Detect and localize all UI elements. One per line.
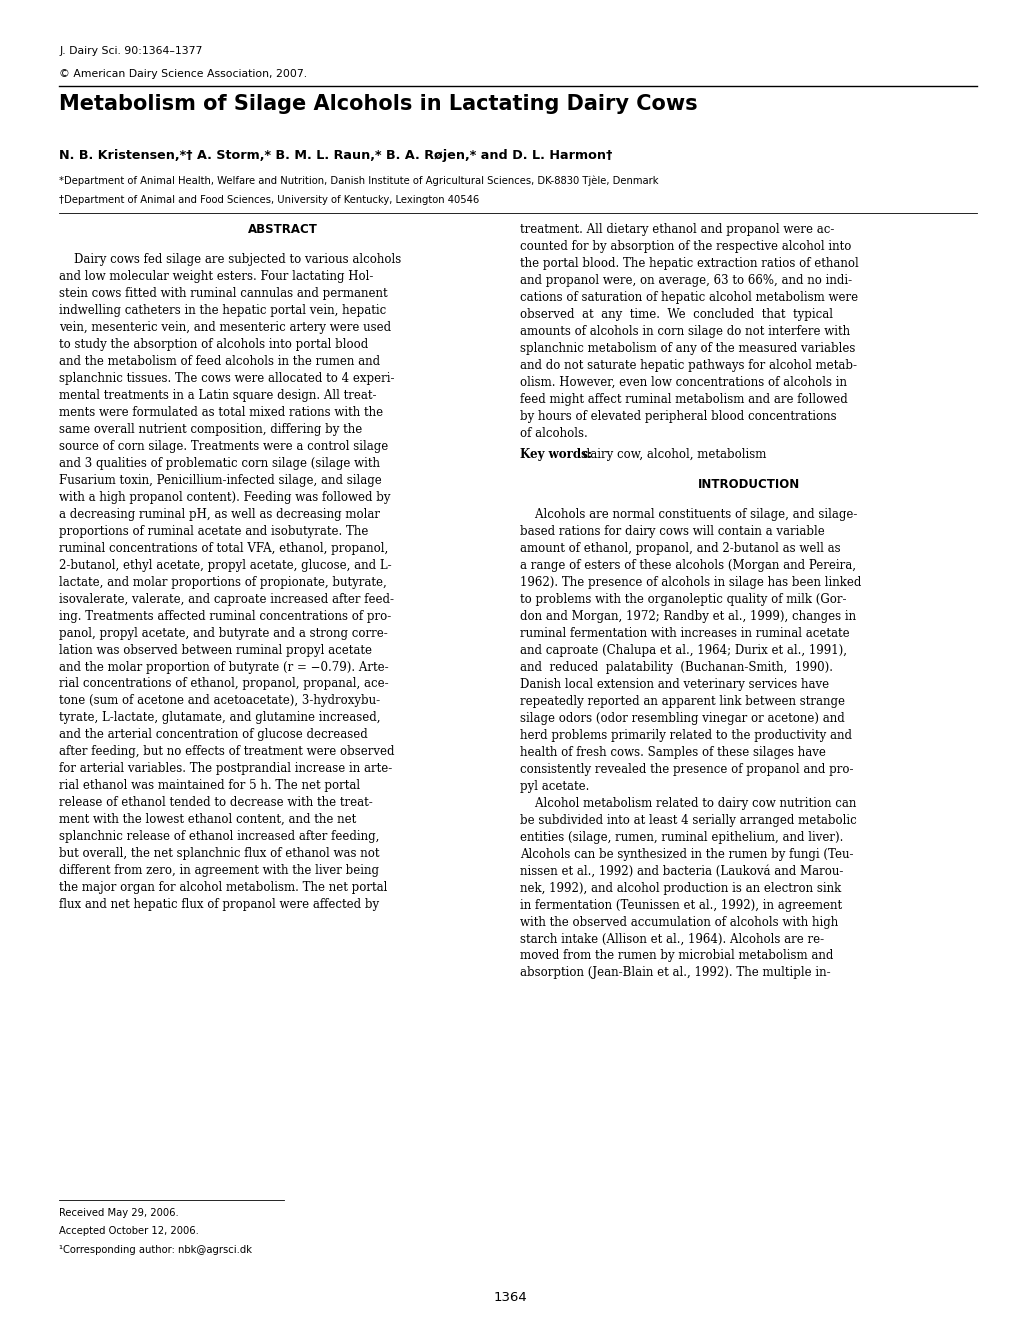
Text: to study the absorption of alcohols into portal blood: to study the absorption of alcohols into… — [59, 338, 368, 351]
Text: ing. Treatments affected ruminal concentrations of pro-: ing. Treatments affected ruminal concent… — [59, 610, 391, 623]
Text: and caproate (Chalupa et al., 1964; Durix et al., 1991),: and caproate (Chalupa et al., 1964; Duri… — [520, 644, 847, 657]
Text: repeatedly reported an apparent link between strange: repeatedly reported an apparent link bet… — [520, 696, 845, 708]
Text: entities (silage, rumen, ruminal epithelium, and liver).: entities (silage, rumen, ruminal epithel… — [520, 830, 843, 843]
Text: of alcohols.: of alcohols. — [520, 426, 587, 440]
Text: amounts of alcohols in corn silage do not interfere with: amounts of alcohols in corn silage do no… — [520, 325, 850, 338]
Text: based rations for dairy cows will contain a variable: based rations for dairy cows will contai… — [520, 525, 824, 539]
Text: Alcohols are normal constituents of silage, and silage-: Alcohols are normal constituents of sila… — [520, 508, 857, 521]
Text: Dairy cows fed silage are subjected to various alcohols: Dairy cows fed silage are subjected to v… — [59, 253, 401, 267]
Text: and 3 qualities of problematic corn silage (silage with: and 3 qualities of problematic corn sila… — [59, 457, 380, 470]
Text: ABSTRACT: ABSTRACT — [248, 223, 318, 236]
Text: release of ethanol tended to decrease with the treat-: release of ethanol tended to decrease wi… — [59, 796, 373, 809]
Text: in fermentation (Teunissen et al., 1992), in agreement: in fermentation (Teunissen et al., 1992)… — [520, 899, 842, 912]
Text: ruminal fermentation with increases in ruminal acetate: ruminal fermentation with increases in r… — [520, 627, 849, 640]
Text: and low molecular weight esters. Four lactating Hol-: and low molecular weight esters. Four la… — [59, 271, 373, 284]
Text: and the arterial concentration of glucose decreased: and the arterial concentration of glucos… — [59, 729, 368, 742]
Text: ruminal concentrations of total VFA, ethanol, propanol,: ruminal concentrations of total VFA, eth… — [59, 541, 388, 554]
Text: a decreasing ruminal pH, as well as decreasing molar: a decreasing ruminal pH, as well as decr… — [59, 508, 380, 521]
Text: © American Dairy Science Association, 2007.: © American Dairy Science Association, 20… — [59, 69, 307, 79]
Text: tyrate, L-lactate, glutamate, and glutamine increased,: tyrate, L-lactate, glutamate, and glutam… — [59, 711, 380, 725]
Text: INTRODUCTION: INTRODUCTION — [697, 478, 799, 491]
Text: 1364: 1364 — [492, 1291, 527, 1304]
Text: pyl acetate.: pyl acetate. — [520, 780, 589, 793]
Text: different from zero, in agreement with the liver being: different from zero, in agreement with t… — [59, 865, 379, 876]
Text: consistently revealed the presence of propanol and pro-: consistently revealed the presence of pr… — [520, 763, 853, 776]
Text: panol, propyl acetate, and butyrate and a strong corre-: panol, propyl acetate, and butyrate and … — [59, 627, 387, 640]
Text: after feeding, but no effects of treatment were observed: after feeding, but no effects of treatme… — [59, 746, 394, 758]
Text: be subdivided into at least 4 serially arranged metabolic: be subdivided into at least 4 serially a… — [520, 813, 856, 826]
Text: and propanol were, on average, 63 to 66%, and no indi-: and propanol were, on average, 63 to 66%… — [520, 275, 852, 286]
Text: nek, 1992), and alcohol production is an electron sink: nek, 1992), and alcohol production is an… — [520, 882, 841, 895]
Text: J. Dairy Sci. 90:1364–1377: J. Dairy Sci. 90:1364–1377 — [59, 46, 203, 57]
Text: moved from the rumen by microbial metabolism and: moved from the rumen by microbial metabo… — [520, 949, 833, 962]
Text: 1962). The presence of alcohols in silage has been linked: 1962). The presence of alcohols in silag… — [520, 577, 861, 589]
Text: proportions of ruminal acetate and isobutyrate. The: proportions of ruminal acetate and isobu… — [59, 525, 368, 537]
Text: amount of ethanol, propanol, and 2-butanol as well as: amount of ethanol, propanol, and 2-butan… — [520, 543, 840, 556]
Text: the major organ for alcohol metabolism. The net portal: the major organ for alcohol metabolism. … — [59, 880, 387, 894]
Text: counted for by absorption of the respective alcohol into: counted for by absorption of the respect… — [520, 240, 851, 253]
Text: and the metabolism of feed alcohols in the rumen and: and the metabolism of feed alcohols in t… — [59, 355, 380, 368]
Text: splanchnic release of ethanol increased after feeding,: splanchnic release of ethanol increased … — [59, 830, 379, 843]
Text: treatment. All dietary ethanol and propanol were ac-: treatment. All dietary ethanol and propa… — [520, 223, 834, 236]
Text: don and Morgan, 1972; Randby et al., 1999), changes in: don and Morgan, 1972; Randby et al., 199… — [520, 610, 856, 623]
Text: to problems with the organoleptic quality of milk (Gor-: to problems with the organoleptic qualit… — [520, 593, 846, 606]
Text: and the molar proportion of butyrate (r = −0.79). Arte-: and the molar proportion of butyrate (r … — [59, 660, 388, 673]
Text: vein, mesenteric vein, and mesenteric artery were used: vein, mesenteric vein, and mesenteric ar… — [59, 321, 391, 334]
Text: but overall, the net splanchnic flux of ethanol was not: but overall, the net splanchnic flux of … — [59, 847, 379, 861]
Text: flux and net hepatic flux of propanol were affected by: flux and net hepatic flux of propanol we… — [59, 898, 379, 911]
Text: Received May 29, 2006.: Received May 29, 2006. — [59, 1208, 178, 1218]
Text: Accepted October 12, 2006.: Accepted October 12, 2006. — [59, 1226, 199, 1237]
Text: Metabolism of Silage Alcohols in Lactating Dairy Cows: Metabolism of Silage Alcohols in Lactati… — [59, 94, 697, 114]
Text: the portal blood. The hepatic extraction ratios of ethanol: the portal blood. The hepatic extraction… — [520, 257, 858, 271]
Text: splanchnic metabolism of any of the measured variables: splanchnic metabolism of any of the meas… — [520, 342, 855, 355]
Text: indwelling catheters in the hepatic portal vein, hepatic: indwelling catheters in the hepatic port… — [59, 305, 386, 317]
Text: splanchnic tissues. The cows were allocated to 4 experi-: splanchnic tissues. The cows were alloca… — [59, 372, 394, 385]
Text: ¹Corresponding author: nbk@agrsci.dk: ¹Corresponding author: nbk@agrsci.dk — [59, 1245, 252, 1255]
Text: N. B. Kristensen,*† A. Storm,* B. M. L. Raun,* B. A. Røjen,* and D. L. Harmon†: N. B. Kristensen,*† A. Storm,* B. M. L. … — [59, 149, 612, 162]
Text: starch intake (Allison et al., 1964). Alcohols are re-: starch intake (Allison et al., 1964). Al… — [520, 932, 823, 945]
Text: *Department of Animal Health, Welfare and Nutrition, Danish Institute of Agricul: *Department of Animal Health, Welfare an… — [59, 176, 658, 186]
Text: for arterial variables. The postprandial increase in arte-: for arterial variables. The postprandial… — [59, 763, 392, 775]
Text: and  reduced  palatability  (Buchanan-Smith,  1990).: and reduced palatability (Buchanan-Smith… — [520, 661, 833, 675]
Text: silage odors (odor resembling vinegar or acetone) and: silage odors (odor resembling vinegar or… — [520, 711, 844, 725]
Text: Key words:: Key words: — [520, 447, 592, 461]
Text: dairy cow, alcohol, metabolism: dairy cow, alcohol, metabolism — [579, 447, 766, 461]
Text: tone (sum of acetone and acetoacetate), 3-hydroxybu-: tone (sum of acetone and acetoacetate), … — [59, 694, 380, 708]
Text: Fusarium toxin, Penicillium-infected silage, and silage: Fusarium toxin, Penicillium-infected sil… — [59, 474, 381, 487]
Text: and do not saturate hepatic pathways for alcohol metab-: and do not saturate hepatic pathways for… — [520, 359, 856, 372]
Text: source of corn silage. Treatments were a control silage: source of corn silage. Treatments were a… — [59, 440, 388, 453]
Text: absorption (Jean-Blain et al., 1992). The multiple in-: absorption (Jean-Blain et al., 1992). Th… — [520, 966, 830, 979]
Text: 2-butanol, ethyl acetate, propyl acetate, glucose, and L-: 2-butanol, ethyl acetate, propyl acetate… — [59, 558, 391, 572]
Text: lation was observed between ruminal propyl acetate: lation was observed between ruminal prop… — [59, 644, 372, 656]
Text: †Department of Animal and Food Sciences, University of Kentucky, Lexington 40546: †Department of Animal and Food Sciences,… — [59, 195, 479, 206]
Text: rial concentrations of ethanol, propanol, propanal, ace-: rial concentrations of ethanol, propanol… — [59, 677, 388, 690]
Text: observed  at  any  time.  We  concluded  that  typical: observed at any time. We concluded that … — [520, 308, 833, 321]
Text: Alcohol metabolism related to dairy cow nutrition can: Alcohol metabolism related to dairy cow … — [520, 797, 856, 809]
Text: isovalerate, valerate, and caproate increased after feed-: isovalerate, valerate, and caproate incr… — [59, 593, 393, 606]
Text: by hours of elevated peripheral blood concentrations: by hours of elevated peripheral blood co… — [520, 409, 836, 422]
Text: olism. However, even low concentrations of alcohols in: olism. However, even low concentrations … — [520, 376, 847, 388]
Text: herd problems primarily related to the productivity and: herd problems primarily related to the p… — [520, 729, 851, 742]
Text: mental treatments in a Latin square design. All treat-: mental treatments in a Latin square desi… — [59, 389, 376, 403]
Text: ments were formulated as total mixed rations with the: ments were formulated as total mixed rat… — [59, 407, 383, 418]
Text: with the observed accumulation of alcohols with high: with the observed accumulation of alcoho… — [520, 916, 838, 928]
Text: Danish local extension and veterinary services have: Danish local extension and veterinary se… — [520, 678, 828, 692]
Text: feed might affect ruminal metabolism and are followed: feed might affect ruminal metabolism and… — [520, 393, 847, 405]
Text: stein cows fitted with ruminal cannulas and permanent: stein cows fitted with ruminal cannulas … — [59, 288, 387, 301]
Text: nissen et al., 1992) and bacteria (Lauková and Marou-: nissen et al., 1992) and bacteria (Lauko… — [520, 865, 843, 878]
Text: rial ethanol was maintained for 5 h. The net portal: rial ethanol was maintained for 5 h. The… — [59, 779, 360, 792]
Text: a range of esters of these alcohols (Morgan and Pereira,: a range of esters of these alcohols (Mor… — [520, 560, 855, 573]
Text: health of fresh cows. Samples of these silages have: health of fresh cows. Samples of these s… — [520, 746, 825, 759]
Text: with a high propanol content). Feeding was followed by: with a high propanol content). Feeding w… — [59, 491, 390, 504]
Text: lactate, and molar proportions of propionate, butyrate,: lactate, and molar proportions of propio… — [59, 576, 386, 589]
Text: Alcohols can be synthesized in the rumen by fungi (Teu-: Alcohols can be synthesized in the rumen… — [520, 847, 853, 861]
Text: cations of saturation of hepatic alcohol metabolism were: cations of saturation of hepatic alcohol… — [520, 290, 857, 304]
Text: ment with the lowest ethanol content, and the net: ment with the lowest ethanol content, an… — [59, 813, 356, 826]
Text: same overall nutrient composition, differing by the: same overall nutrient composition, diffe… — [59, 424, 362, 436]
